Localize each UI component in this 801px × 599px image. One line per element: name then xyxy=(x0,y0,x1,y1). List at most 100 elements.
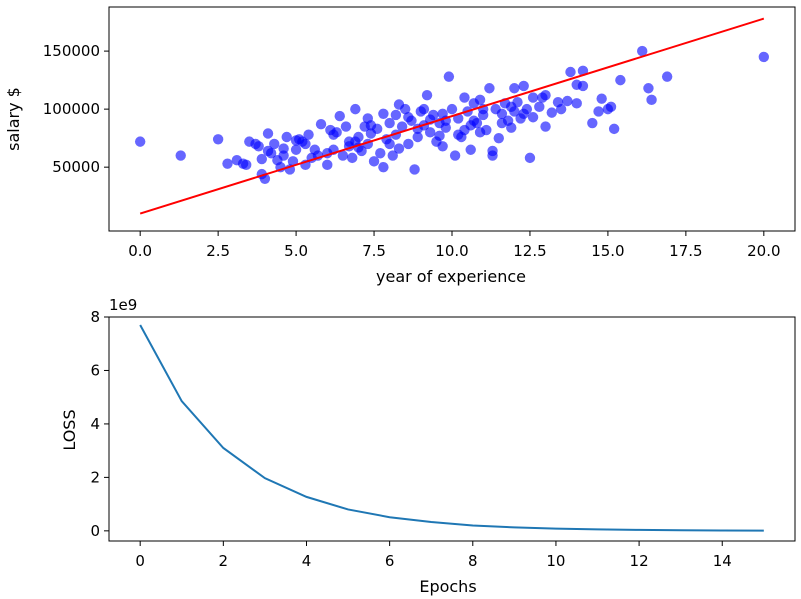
scatter-point xyxy=(384,117,395,129)
loss-x-tick-label: 8 xyxy=(468,552,478,570)
scatter-point xyxy=(343,136,355,147)
scatter-point xyxy=(290,144,302,155)
scatter-point xyxy=(350,103,361,115)
salary-scatter-chart: 0.0 2.5 5.0 7.5 10.0 12.5 15.0 17.5 20.0 50000 10… xyxy=(4,6,796,286)
scatter-point xyxy=(571,79,582,90)
scatter-point xyxy=(437,108,448,119)
loss-y-axis-label: LOSS xyxy=(60,409,79,450)
scatter-point xyxy=(393,143,405,154)
scatter-point xyxy=(337,150,349,161)
scatter-point xyxy=(269,138,280,150)
scatter-point xyxy=(175,150,186,161)
scatter-point xyxy=(403,138,414,150)
scatter-point xyxy=(646,94,657,106)
scatter-point xyxy=(661,71,673,82)
scatter-point xyxy=(506,122,517,133)
scatter-point xyxy=(443,71,455,82)
salary-y-tick-label: 50000 xyxy=(52,158,100,176)
scatter-point xyxy=(524,152,536,164)
scatter-point xyxy=(347,152,358,164)
loss-line-chart: 0 2 4 6 8 10 12 14 0 2 4 6 8 1e9 Epochs LOSS xyxy=(60,296,796,596)
scatter-point xyxy=(281,131,292,143)
scatter-point xyxy=(518,80,529,92)
scatter-point xyxy=(487,145,498,157)
scatter-point xyxy=(418,103,430,115)
scatter-point xyxy=(643,83,654,94)
fit-line-layer xyxy=(139,17,765,215)
scatter-point xyxy=(546,107,557,118)
loss-series-line xyxy=(139,324,764,532)
salary-points xyxy=(134,45,770,184)
salary-x-ticks: 0.0 2.5 5.0 7.5 10.0 12.5 15.0 17.5 20.0 xyxy=(128,231,781,260)
scatter-point xyxy=(241,159,252,171)
loss-plot-frame xyxy=(108,316,796,542)
scatter-point xyxy=(527,92,539,103)
scatter-point xyxy=(593,106,604,117)
scatter-point xyxy=(262,128,274,139)
scatter-point xyxy=(387,150,398,161)
salary-y-axis-label: salary $ xyxy=(4,87,23,151)
loss-y-tick-label: 0 xyxy=(90,522,100,540)
scatter-point xyxy=(403,112,414,123)
scatter-point xyxy=(278,143,289,154)
scatter-point xyxy=(474,94,486,106)
scatter-point xyxy=(446,103,458,115)
loss-y-ticks: 0 2 4 6 8 xyxy=(90,308,109,540)
scatter-point xyxy=(465,144,476,155)
scatter-point xyxy=(409,164,420,175)
scatter-point xyxy=(537,92,548,103)
loss-y-tick-label: 4 xyxy=(90,415,100,433)
salary-x-tick-label: 17.5 xyxy=(669,242,702,260)
loss-x-tick-label: 12 xyxy=(630,552,649,570)
scatter-point xyxy=(518,108,529,119)
scatter-point xyxy=(262,145,274,157)
scatter-point xyxy=(437,141,448,152)
salary-y-tick-label: 100000 xyxy=(43,100,100,118)
scatter-point xyxy=(496,108,508,119)
scatter-point xyxy=(384,138,395,150)
scatter-point xyxy=(378,161,389,173)
salary-x-tick-label: 20.0 xyxy=(747,242,780,260)
scatter-point xyxy=(527,112,539,123)
scatter-point xyxy=(315,119,327,130)
salary-x-tick-label: 15.0 xyxy=(591,242,624,260)
salary-x-tick-label: 12.5 xyxy=(513,242,546,260)
scatter-point xyxy=(322,159,333,171)
scatter-point xyxy=(459,92,470,103)
scatter-point xyxy=(453,129,464,140)
loss-line-layer xyxy=(139,324,764,532)
salary-x-tick-label: 7.5 xyxy=(362,242,386,260)
scatter-point xyxy=(758,51,770,63)
loss-offset-text: 1e9 xyxy=(109,296,137,314)
scatter-point xyxy=(509,83,520,94)
loss-x-tick-label: 0 xyxy=(135,552,145,570)
salary-x-tick-label: 5.0 xyxy=(284,242,308,260)
salary-x-axis-label: year of experience xyxy=(376,267,526,286)
scatter-point xyxy=(540,121,551,132)
salary-x-tick-label: 0.0 xyxy=(128,242,152,260)
scatter-point xyxy=(555,103,567,115)
scatter-point xyxy=(334,110,345,122)
scatter-point xyxy=(421,90,433,101)
loss-x-axis-label: Epochs xyxy=(419,577,476,596)
scatter-point xyxy=(506,101,517,113)
scatter-point xyxy=(637,45,648,57)
loss-x-tick-label: 10 xyxy=(546,552,565,570)
scatter-point xyxy=(596,93,607,104)
scatter-point xyxy=(434,130,445,142)
salary-y-ticks: 50000 100000 150000 xyxy=(43,42,109,176)
scatter-point xyxy=(587,117,598,129)
scatter-point xyxy=(309,144,320,155)
scatter-point xyxy=(424,127,436,138)
scatter-point xyxy=(565,66,576,78)
scatter-point xyxy=(449,150,461,161)
scatter-point xyxy=(562,95,573,107)
scatter-point xyxy=(393,99,405,110)
salary-y-tick-label: 150000 xyxy=(43,42,100,60)
scatter-point xyxy=(440,122,451,133)
scatter-point xyxy=(615,74,626,86)
salary-x-tick-label: 10.0 xyxy=(435,242,468,260)
scatter-point xyxy=(340,121,352,132)
scatter-point xyxy=(212,134,224,145)
loss-y-tick-label: 8 xyxy=(90,308,100,326)
